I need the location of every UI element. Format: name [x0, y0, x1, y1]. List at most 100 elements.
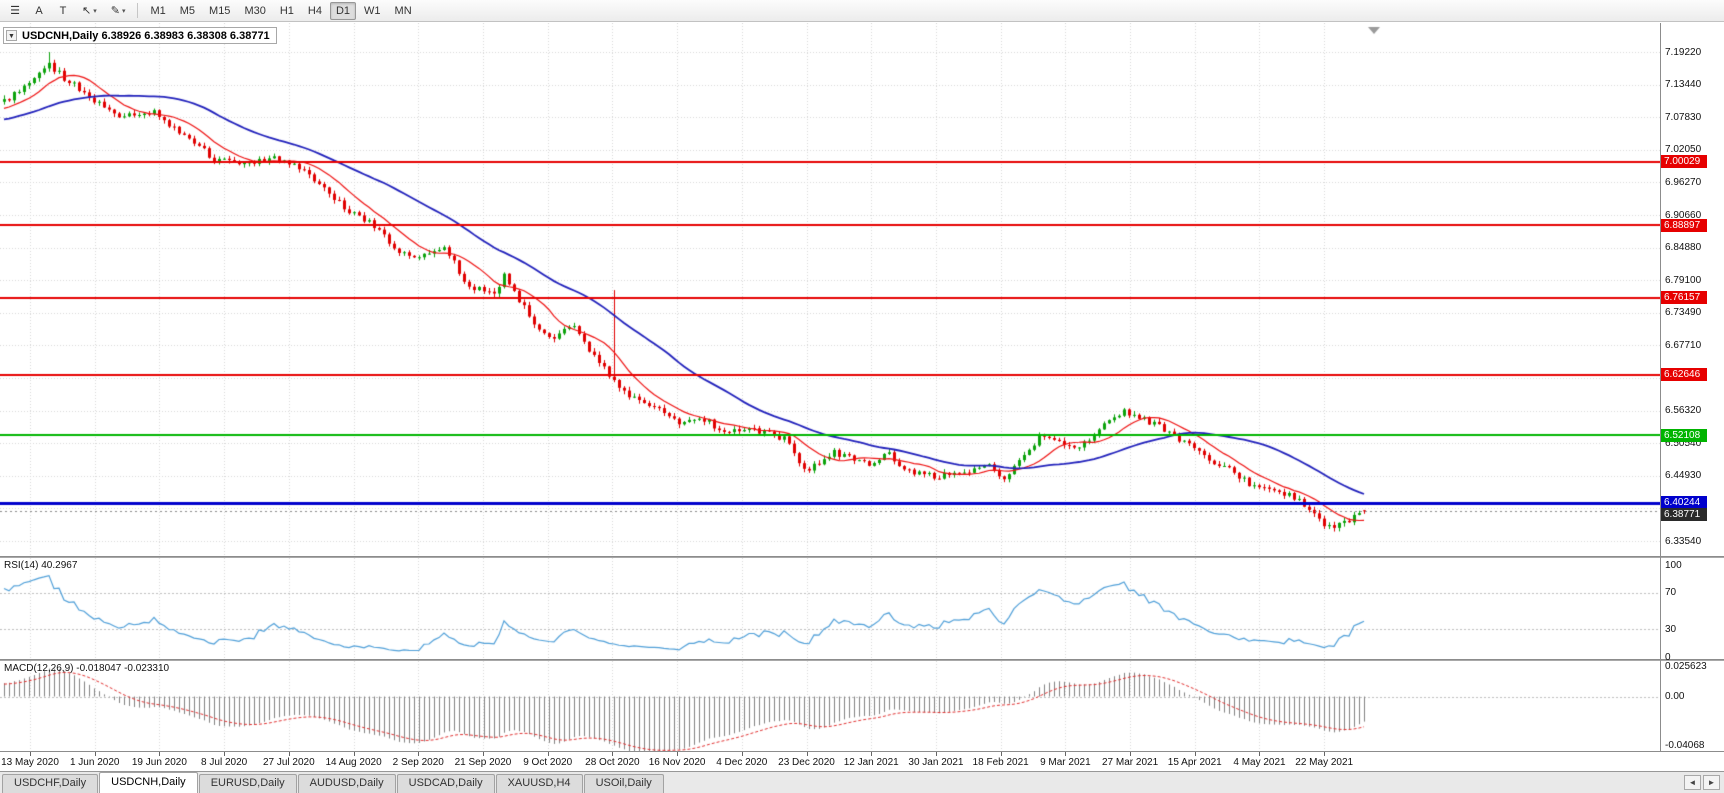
- price-scale-label: 6.50540: [1665, 437, 1702, 449]
- time-tick: [482, 752, 484, 756]
- dropdown-arrow-icon: ▾: [121, 7, 126, 15]
- time-axis-label: 13 May 2020: [1, 757, 59, 768]
- chart-tab-usdcad[interactable]: USDCAD,Daily: [396, 774, 495, 793]
- price-scale-label: 6.39150: [1665, 502, 1702, 514]
- draw-tools-icon: ✎: [110, 5, 120, 17]
- time-axis-label: 4 May 2021: [1233, 757, 1286, 768]
- time-axis-label: 15 Apr 2021: [1167, 757, 1222, 768]
- arrow-tools-button[interactable]: ↖ ▾: [76, 2, 103, 20]
- price-level-tag: 6.76157: [1661, 291, 1707, 305]
- time-tick: [935, 752, 937, 756]
- text-tool-icon: T: [59, 4, 67, 17]
- time-axis-label: 28 Oct 2020: [585, 757, 640, 768]
- chart-tab-audusd[interactable]: AUDUSD,Daily: [297, 774, 396, 793]
- timeframe-h1-button[interactable]: H1: [279, 4, 294, 17]
- rsi-scale-label: 30: [1665, 623, 1677, 635]
- chart-title-box: ▼ USDCNH,Daily 6.38926 6.38983 6.38308 6…: [3, 27, 277, 44]
- price-scale-label: 6.67710: [1665, 339, 1702, 351]
- price-scale-label: 7.19220: [1665, 46, 1702, 58]
- time-axis-label: 9 Mar 2021: [1040, 757, 1091, 768]
- macd-canvas[interactable]: [0, 661, 1660, 751]
- chart-tab-eurusd[interactable]: EURUSD,Daily: [198, 774, 297, 793]
- time-tick: [1194, 752, 1196, 756]
- price-scale-label: 6.56320: [1665, 405, 1702, 417]
- time-tick: [1065, 752, 1067, 756]
- line-studies-button[interactable]: ☰: [4, 2, 26, 20]
- timeframe-h4-button[interactable]: H4: [307, 4, 322, 17]
- price-scale-label: 6.84880: [1665, 242, 1702, 254]
- time-tick: [288, 752, 290, 756]
- price-chart-canvas[interactable]: [0, 23, 1660, 557]
- current-price-tag: 6.38771: [1661, 508, 1707, 522]
- time-axis-divider: [0, 751, 1724, 752]
- text-tool-button[interactable]: T: [52, 2, 74, 20]
- time-axis-label: 21 Sep 2020: [454, 757, 512, 768]
- macd-scale-label: -0.04068: [1665, 739, 1705, 751]
- chart-tab-xauusd[interactable]: XAUUSD,H4: [495, 774, 583, 793]
- timeframe-m30-button[interactable]: M30: [244, 4, 266, 17]
- price-scale-label: 6.33540: [1665, 535, 1702, 547]
- timeframe-m15-button[interactable]: M15: [209, 4, 231, 17]
- time-axis-label: 30 Jan 2021: [908, 757, 964, 768]
- timeframe-m5-button[interactable]: M5: [179, 4, 196, 17]
- chart-ohlc-title: USDCNH,Daily 6.38926 6.38983 6.38308 6.3…: [22, 29, 270, 42]
- time-axis-label: 9 Oct 2020: [523, 757, 573, 768]
- price-level-tag: 6.40244: [1661, 496, 1707, 510]
- timeframe-mn-button[interactable]: MN: [394, 4, 412, 17]
- tabs-scroll-right-button[interactable]: ►: [1703, 775, 1720, 790]
- timeframe-m1-button[interactable]: M1: [150, 4, 166, 17]
- price-scale-label: 6.73490: [1665, 307, 1702, 319]
- time-axis-label: 27 Jul 2020: [262, 757, 315, 768]
- time-axis-label: 4 Dec 2020: [716, 757, 768, 768]
- chart-tab-usoil[interactable]: USOil,Daily: [583, 774, 664, 793]
- chart-tabs-bar: USDCHF,Daily USDCNH,Daily EURUSD,Daily AUDU…: [0, 771, 1724, 793]
- time-tick: [94, 752, 96, 756]
- price-level-tag: 6.52108: [1661, 428, 1707, 442]
- collapse-chart-icon[interactable]: ▼: [6, 30, 17, 41]
- toolbar: ☰ A T ↖ ▾ ✎ ▾ M1 M5 M15 M30 H1 H4 D1 W1 MN: [0, 0, 1724, 22]
- chart-tab-usdcnh[interactable]: USDCNH,Daily: [99, 772, 198, 793]
- text-label-icon: A: [35, 4, 43, 17]
- macd-scale-label: 0.025623: [1665, 660, 1707, 672]
- price-scale-separator: [1660, 23, 1661, 751]
- price-level-tag: 6.62646: [1661, 368, 1707, 382]
- time-tick: [871, 752, 873, 756]
- time-axis-label: 16 Nov 2020: [648, 757, 706, 768]
- tabs-scroll-left-button[interactable]: ◄: [1684, 775, 1701, 790]
- time-tick: [30, 752, 31, 756]
- timeframe-d1-button[interactable]: D1: [329, 1, 357, 20]
- toolbar-separator: [137, 3, 139, 18]
- price-level-tag: 7.00029: [1661, 155, 1707, 169]
- text-label-button[interactable]: A: [28, 2, 50, 20]
- time-tick: [224, 752, 226, 756]
- line-studies-icon: ☰: [10, 5, 20, 17]
- time-tick: [1130, 752, 1132, 756]
- time-axis-label: 14 Aug 2020: [325, 757, 382, 768]
- price-scale-label: 7.13440: [1665, 79, 1702, 91]
- time-tick: [677, 752, 679, 756]
- time-axis-label: 19 Jun 2020: [131, 757, 187, 768]
- timeframe-w1-button[interactable]: W1: [364, 4, 381, 17]
- rsi-label: RSI(14) 40.2967: [4, 560, 78, 571]
- price-scale-label: 6.90660: [1665, 209, 1702, 221]
- time-tick: [159, 752, 161, 756]
- time-axis-label: 22 May 2021: [1295, 757, 1354, 768]
- macd-panel-divider[interactable]: [0, 659, 1724, 661]
- time-tick: [612, 752, 614, 756]
- time-tick: [418, 752, 420, 756]
- arrow-tools-icon: ↖: [82, 5, 92, 17]
- rsi-canvas[interactable]: [0, 558, 1660, 659]
- draw-tools-button[interactable]: ✎ ▾: [105, 2, 132, 20]
- time-tick: [353, 752, 355, 756]
- price-scale-label: 6.96270: [1665, 176, 1702, 188]
- time-axis-label: 1 Jun 2020: [69, 757, 120, 768]
- price-scale-label: 6.44930: [1665, 470, 1702, 482]
- rsi-panel-divider[interactable]: [0, 556, 1724, 558]
- rsi-scale-label: 70: [1665, 587, 1677, 599]
- time-axis-label: 2 Sep 2020: [392, 757, 444, 768]
- price-scale-label: 7.02050: [1665, 144, 1702, 156]
- time-axis-label: 8 Jul 2020: [201, 757, 248, 768]
- chart-tab-usdchf[interactable]: USDCHF,Daily: [2, 774, 99, 793]
- dropdown-arrow-icon: ▾: [93, 7, 97, 15]
